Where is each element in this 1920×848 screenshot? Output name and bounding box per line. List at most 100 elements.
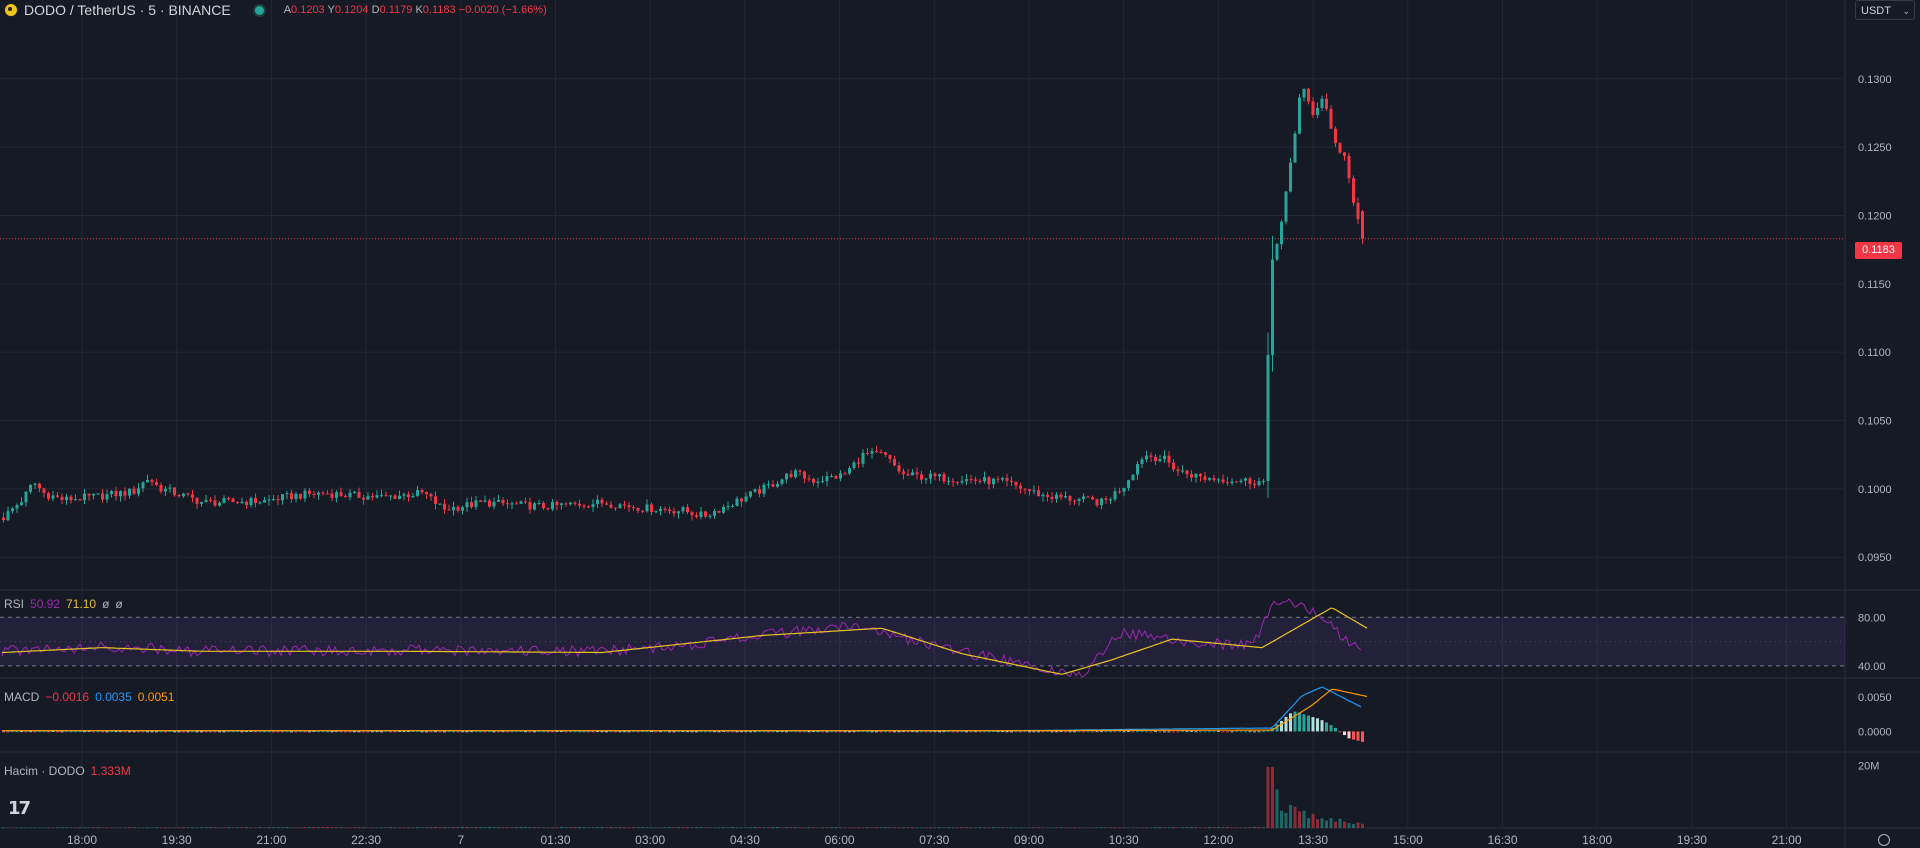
candle-body (515, 503, 518, 505)
macd-histogram-bar (1095, 731, 1099, 733)
currency-selector[interactable]: USDT ⌄ (1855, 0, 1915, 20)
macd-histogram-bar (1311, 717, 1315, 732)
macd-histogram-bar (447, 731, 451, 733)
candle-body (1136, 464, 1139, 475)
volume-bar (168, 827, 172, 828)
volume-bar (384, 827, 388, 828)
macd-histogram-bar (735, 731, 739, 733)
macd-histogram-bar (114, 731, 118, 733)
volume-bar (92, 827, 95, 828)
volume-bar (848, 827, 851, 828)
macd-histogram-bar (470, 731, 473, 733)
volume-bar (1284, 812, 1288, 828)
volume-bar (942, 827, 946, 828)
volume-bar (1316, 819, 1319, 828)
volume-bar (1136, 827, 1139, 829)
candle-body (731, 505, 734, 507)
macd-histogram-bar (375, 731, 379, 733)
macd-legend[interactable]: MACD −0.0016 0.0035 0.0051 (4, 690, 174, 704)
settings-icon[interactable] (1878, 834, 1890, 846)
macd-histogram-bar (857, 731, 860, 733)
macd-histogram-bar (1140, 731, 1144, 732)
volume-bar (1343, 821, 1346, 828)
candle-body (659, 508, 662, 512)
candle-body (191, 494, 194, 498)
candle-body (420, 490, 424, 493)
macd-histogram-bar (587, 731, 590, 733)
candle-body (938, 474, 941, 477)
volume-bar (285, 827, 289, 828)
x-tick-label: 18:00 (1582, 833, 1612, 847)
volume-bar (627, 827, 631, 828)
macd-histogram-bar (884, 731, 887, 733)
macd-histogram-bar (348, 731, 352, 733)
candle-body (915, 472, 919, 475)
macd-histogram-bar (335, 731, 338, 733)
volume-bar (191, 827, 194, 828)
x-tick-label: 06:00 (825, 833, 855, 847)
volume-bar (888, 827, 892, 828)
macd-histogram-bar (411, 731, 415, 732)
candle-body (627, 505, 631, 508)
volume-bar (132, 827, 136, 828)
volume-bar (1190, 827, 1193, 828)
macd-histogram-bar (101, 731, 104, 733)
volume-bar (434, 826, 437, 828)
volume-bar (1253, 826, 1256, 828)
volume-legend[interactable]: Hacim · DODO 1.333M (4, 764, 131, 778)
candle-body (1176, 469, 1180, 472)
candle-body (816, 481, 820, 483)
rsi-legend[interactable]: RSI 50.92 71.10 ø ø (4, 597, 123, 611)
candle-body (632, 507, 635, 509)
tradingview-logo[interactable]: 17 (8, 798, 31, 819)
volume-bar (983, 827, 986, 828)
symbol-title[interactable]: DODO / TetherUS · 5 · BINANCE (24, 2, 231, 18)
candle-body (20, 502, 23, 506)
volume-bar (722, 827, 725, 828)
volume-bar (186, 827, 190, 828)
volume-bar (276, 827, 280, 828)
volume-bar (1086, 827, 1090, 828)
volume-bar (1050, 827, 1054, 828)
high-label: Y (327, 4, 335, 16)
volume-bar (47, 827, 50, 828)
volume-bar (947, 827, 950, 828)
candle-body (1154, 456, 1157, 462)
candle-body (1226, 482, 1229, 484)
macd-histogram-bar (159, 731, 163, 733)
macd-histogram-bar (47, 731, 50, 733)
candle-body (285, 493, 289, 495)
macd-histogram-bar (951, 731, 955, 733)
volume-bar (1149, 827, 1153, 828)
macd-histogram-bar (573, 731, 577, 733)
macd-histogram-bar (438, 731, 442, 733)
macd-signal-line (2, 688, 1368, 732)
macd-histogram-bar (866, 731, 869, 733)
volume-bar (1199, 827, 1202, 828)
macd-histogram-bar (1122, 731, 1126, 733)
volume-bar (96, 827, 100, 828)
candle-body (245, 501, 248, 506)
rsi-label: RSI (4, 597, 25, 611)
volume-bar (1347, 823, 1351, 828)
volume-bar (1275, 789, 1279, 828)
volume-bar (915, 827, 919, 829)
candle-body (996, 478, 1000, 480)
macd-histogram-bar (717, 731, 721, 733)
macd-histogram-bar (524, 731, 527, 733)
macd-histogram-bar (1028, 731, 1031, 733)
candle-body (1248, 478, 1252, 484)
candle-body (866, 452, 869, 454)
macd-histogram-bar (236, 731, 239, 733)
volume-bar (960, 827, 964, 828)
volume-bar (1352, 824, 1355, 828)
candle-body (717, 510, 721, 513)
volume-bar (353, 827, 356, 828)
volume-value: 1.333M (90, 764, 131, 778)
volume-bar (1203, 827, 1207, 828)
macd-signal-value: 0.0051 (137, 690, 175, 704)
volume-bar (609, 826, 613, 828)
candle-body (1266, 354, 1270, 481)
volume-bar (699, 827, 703, 828)
